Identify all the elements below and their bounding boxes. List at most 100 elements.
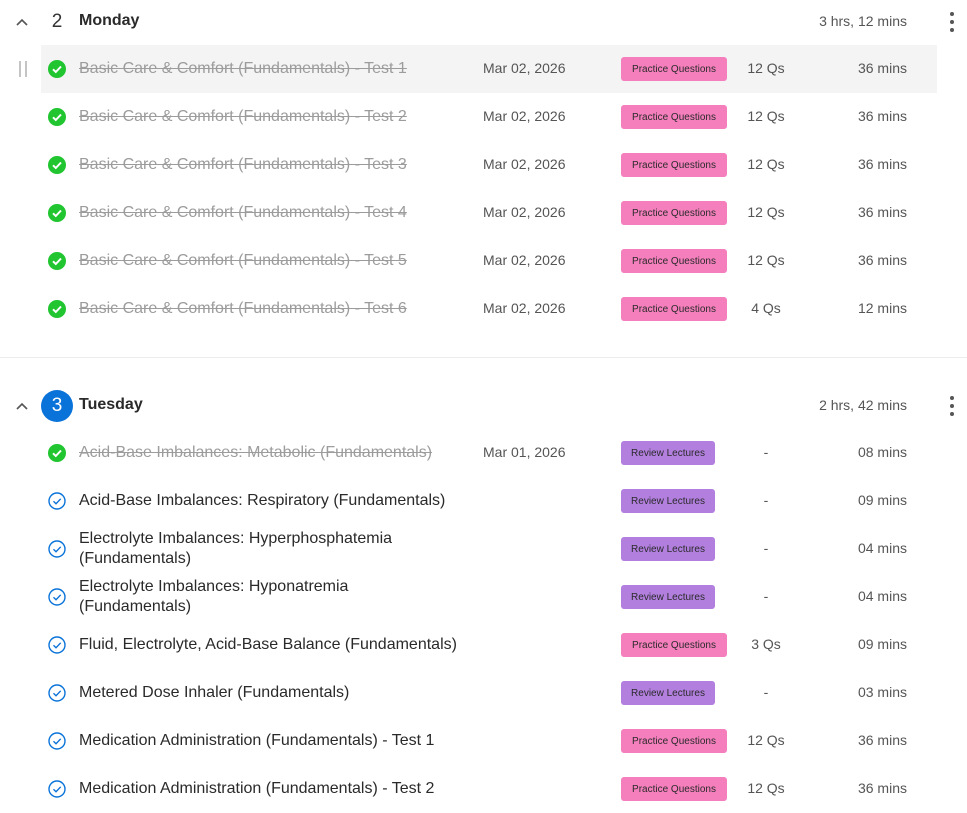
question-count: 12 Qs (747, 204, 785, 220)
task-duration: 36 mins (857, 204, 907, 220)
question-count: 12 Qs (747, 60, 785, 76)
task-type-badge: Practice Questions (621, 57, 727, 81)
task-row[interactable]: Metered Dose Inhaler (Fundamentals) Revie… (41, 669, 937, 717)
task-type-badge: Practice Questions (621, 729, 727, 753)
task-title[interactable]: Basic Care & Comfort (Fundamentals) - Te… (79, 108, 407, 125)
task-type-badge: Practice Questions (621, 105, 727, 129)
day-name: Monday (79, 12, 140, 29)
task-type-badge: Review Lectures (621, 681, 715, 705)
task-title[interactable]: Electrolyte Imbalances: Hyponatremia (Fu… (79, 578, 349, 615)
task-type-badge: Practice Questions (621, 297, 727, 321)
question-count: 12 Qs (747, 108, 785, 124)
completed-check-icon[interactable] (48, 156, 66, 174)
more-options-icon[interactable] (944, 10, 960, 34)
day-header: 2 Monday 3 hrs, 12 mins (0, 0, 967, 44)
task-type-badge: Review Lectures (621, 441, 715, 465)
question-count: - (763, 588, 769, 604)
pending-check-icon[interactable] (48, 684, 66, 702)
task-date: Mar 02, 2026 (483, 300, 566, 316)
task-title[interactable]: Basic Care & Comfort (Fundamentals) - Te… (79, 204, 407, 221)
task-duration: 36 mins (857, 252, 907, 268)
task-type-badge: Practice Questions (621, 153, 727, 177)
task-duration: 08 mins (857, 444, 907, 460)
completed-check-icon[interactable] (48, 300, 66, 318)
question-count: 12 Qs (747, 156, 785, 172)
task-date: Mar 02, 2026 (483, 204, 566, 220)
drag-handle-icon[interactable] (19, 61, 27, 77)
chevron-up-icon[interactable] (14, 398, 30, 414)
task-date: Mar 02, 2026 (483, 252, 566, 268)
task-row[interactable]: Basic Care & Comfort (Fundamentals) - Te… (41, 141, 937, 189)
question-count: 4 Qs (751, 300, 781, 316)
day-number-badge: 2 (51, 11, 63, 32)
pending-check-icon[interactable] (48, 492, 66, 510)
task-duration: 03 mins (857, 684, 907, 700)
task-title[interactable]: Fluid, Electrolyte, Acid-Base Balance (F… (79, 636, 457, 653)
task-title[interactable]: Basic Care & Comfort (Fundamentals) - Te… (79, 300, 407, 317)
task-row[interactable]: Medication Administration (Fundamentals)… (41, 717, 937, 765)
pending-check-icon[interactable] (48, 732, 66, 750)
more-options-icon[interactable] (944, 394, 960, 418)
completed-check-icon[interactable] (48, 60, 66, 78)
question-count: - (763, 492, 769, 508)
task-duration: 09 mins (857, 636, 907, 652)
task-title[interactable]: Acid-Base Imbalances: Respiratory (Funda… (79, 492, 446, 509)
completed-check-icon[interactable] (48, 204, 66, 222)
task-duration: 36 mins (857, 108, 907, 124)
task-duration: 12 mins (857, 300, 907, 316)
day-divider (0, 357, 967, 358)
pending-check-icon[interactable] (48, 780, 66, 798)
day-name: Tuesday (79, 396, 143, 413)
completed-check-icon[interactable] (48, 444, 66, 462)
task-row[interactable]: Basic Care & Comfort (Fundamentals) - Te… (41, 189, 937, 237)
chevron-up-icon[interactable] (14, 14, 30, 30)
task-duration: 09 mins (857, 492, 907, 508)
pending-check-icon[interactable] (48, 636, 66, 654)
question-count: - (763, 444, 769, 460)
day-section-tuesday: 3 Tuesday 2 hrs, 42 mins Acid-Base Imbalanc… (0, 384, 967, 801)
task-duration: 04 mins (857, 588, 907, 604)
task-title[interactable]: Basic Care & Comfort (Fundamentals) - Te… (79, 156, 407, 173)
task-title[interactable]: Basic Care & Comfort (Fundamentals) - Te… (79, 60, 407, 77)
task-type-badge: Practice Questions (621, 633, 727, 657)
task-row[interactable]: Medication Administration (Fundamentals)… (41, 765, 937, 813)
task-row[interactable]: Electrolyte Imbalances: Hyperphosphatemi… (41, 525, 937, 573)
task-row[interactable]: Electrolyte Imbalances: Hyponatremia (Fu… (41, 573, 937, 621)
task-type-badge: Review Lectures (621, 537, 715, 561)
day-number-badge: 3 (41, 390, 73, 422)
task-duration: 36 mins (857, 156, 907, 172)
day-total-duration: 3 hrs, 12 mins (819, 13, 907, 29)
day-total-duration: 2 hrs, 42 mins (819, 397, 907, 413)
task-row[interactable]: Basic Care & Comfort (Fundamentals) - Te… (41, 285, 937, 333)
task-duration: 36 mins (857, 60, 907, 76)
task-type-badge: Practice Questions (621, 249, 727, 273)
question-count: - (763, 684, 769, 700)
task-row[interactable]: Basic Care & Comfort (Fundamentals) - Te… (41, 93, 937, 141)
task-date: Mar 02, 2026 (483, 60, 566, 76)
task-type-badge: Practice Questions (621, 201, 727, 225)
task-duration: 04 mins (857, 540, 907, 556)
task-title[interactable]: Metered Dose Inhaler (Fundamentals) (79, 684, 350, 701)
task-date: Mar 01, 2026 (483, 444, 566, 460)
question-count: 12 Qs (747, 252, 785, 268)
task-type-badge: Review Lectures (621, 585, 715, 609)
task-title[interactable]: Medication Administration (Fundamentals)… (79, 732, 435, 749)
task-date: Mar 02, 2026 (483, 156, 566, 172)
pending-check-icon[interactable] (48, 540, 66, 558)
task-row[interactable]: Basic Care & Comfort (Fundamentals) - Te… (19, 45, 937, 93)
task-title[interactable]: Medication Administration (Fundamentals)… (79, 780, 435, 797)
completed-check-icon[interactable] (48, 108, 66, 126)
question-count: 12 Qs (747, 732, 785, 748)
task-title[interactable]: Basic Care & Comfort (Fundamentals) - Te… (79, 252, 407, 269)
task-row[interactable]: Fluid, Electrolyte, Acid-Base Balance (F… (41, 621, 937, 669)
pending-check-icon[interactable] (48, 588, 66, 606)
completed-check-icon[interactable] (48, 252, 66, 270)
task-title[interactable]: Acid-Base Imbalances: Metabolic (Fundame… (79, 444, 433, 461)
task-row[interactable]: Basic Care & Comfort (Fundamentals) - Te… (41, 237, 937, 285)
task-row[interactable]: Acid-Base Imbalances: Metabolic (Fundame… (41, 429, 937, 477)
task-row[interactable]: Acid-Base Imbalances: Respiratory (Funda… (41, 477, 937, 525)
task-duration: 36 mins (857, 732, 907, 748)
task-type-badge: Review Lectures (621, 489, 715, 513)
question-count: - (763, 540, 769, 556)
task-title[interactable]: Electrolyte Imbalances: Hyperphosphatemi… (79, 530, 393, 567)
